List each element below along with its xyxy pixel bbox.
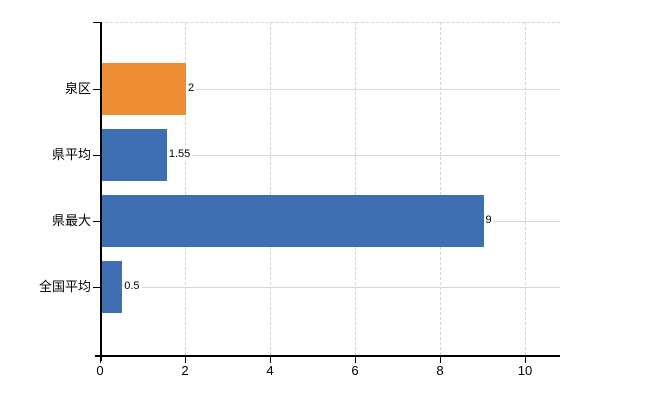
bar-4: [101, 261, 123, 313]
plot-top-border: [100, 22, 560, 23]
y-axis-top-tick: [93, 22, 100, 23]
x-axis-tick-label: 2: [181, 363, 189, 378]
bar-3: [101, 195, 484, 247]
x-axis-tick: [355, 357, 356, 363]
y-axis-tick: [93, 155, 100, 156]
value-label: 2: [186, 82, 197, 95]
x-axis-tick: [270, 357, 271, 363]
value-label: 1.55: [166, 148, 193, 161]
value-label: 9: [483, 214, 494, 227]
y-axis-tick: [93, 89, 100, 90]
x-axis-tick: [185, 357, 186, 363]
category-label: 泉区: [64, 81, 91, 96]
x-axis-tick-label: 4: [266, 363, 274, 378]
y-axis-tick: [93, 221, 100, 222]
x-axis-tick-label: 10: [517, 363, 533, 378]
vertical-gridline: [355, 22, 356, 355]
x-axis-tick-label: 6: [351, 363, 359, 378]
x-axis-tick: [100, 357, 101, 363]
x-axis-tick: [525, 357, 526, 363]
category-label: 県最大: [51, 213, 91, 228]
y-axis-line: [100, 22, 102, 361]
x-axis-line: [95, 355, 560, 357]
category-label: 県平均: [51, 147, 91, 162]
row-gridline: [100, 155, 560, 156]
vertical-gridline: [270, 22, 271, 355]
x-axis-tick: [440, 357, 441, 363]
value-label: 0.5: [122, 280, 142, 293]
bar-2: [101, 129, 167, 181]
vertical-gridline: [525, 22, 526, 355]
vertical-gridline: [185, 22, 186, 355]
row-gridline: [100, 89, 560, 90]
vertical-gridline: [440, 22, 441, 355]
row-gridline: [100, 287, 560, 288]
category-label: 全国平均: [38, 279, 91, 294]
x-axis-tick-label: 0: [96, 363, 104, 378]
bar-1: [101, 63, 186, 115]
y-axis-tick: [93, 287, 100, 288]
x-axis-tick-label: 8: [436, 363, 444, 378]
